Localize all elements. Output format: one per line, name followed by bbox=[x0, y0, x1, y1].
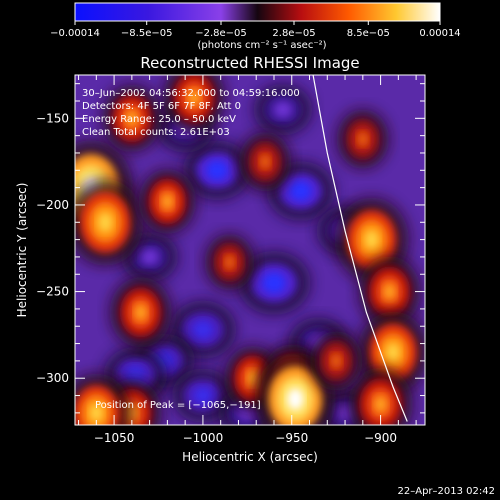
annotation-line: Detectors: 4F 5F 6F 7F 8F, Att 0 bbox=[82, 101, 241, 112]
hot-spot-core bbox=[383, 283, 396, 300]
hot-spot-core bbox=[161, 193, 174, 210]
hot-spot-core bbox=[125, 110, 138, 127]
plot-frame bbox=[74, 74, 426, 426]
y-tick-label: −300 bbox=[36, 371, 69, 385]
x-tick-label: −1050 bbox=[94, 431, 135, 445]
cold-spot-core bbox=[273, 101, 293, 118]
hot-spot-core bbox=[134, 304, 147, 321]
hot-spot-core bbox=[187, 89, 201, 106]
annotation-line: Clean Total counts: 2.61E+03 bbox=[82, 127, 230, 138]
y-axis-label: Heliocentric Y (arcsec) bbox=[15, 183, 29, 318]
x-tick-label: −950 bbox=[275, 431, 308, 445]
colorbar-tick-label: 0.00014 bbox=[419, 28, 460, 39]
y-axis: −150 −200 −250 −300 bbox=[36, 83, 425, 414]
cold-spot-core bbox=[140, 248, 159, 266]
colorbar-tick-label: −0.00014 bbox=[50, 28, 100, 39]
solar-limb-curve bbox=[312, 75, 408, 422]
cold-spot-core bbox=[192, 320, 214, 340]
hot-spot-core bbox=[89, 403, 104, 423]
cold-spot-core bbox=[289, 181, 312, 201]
chart-title: Reconstructed RHESSI Image bbox=[140, 54, 359, 72]
hot-spot-core bbox=[330, 353, 342, 368]
colorbar-unit-label: (photons cm⁻² s⁻¹ asec⁻²) bbox=[197, 40, 326, 51]
annotation-line: 30–Jun–2002 04:56:32.000 to 04:59:16.000 bbox=[82, 88, 300, 99]
colorbar-tick-label: 8.5e−05 bbox=[347, 28, 390, 39]
colorbar-tick-label: −2.8e−05 bbox=[195, 28, 247, 39]
hot-spot-core bbox=[357, 132, 369, 147]
x-tick-label: −900 bbox=[364, 431, 397, 445]
peak-position-label: Position of Peak = [−1065,−191] bbox=[95, 400, 261, 411]
cold-spot-core bbox=[262, 272, 286, 294]
x-axis: −1050 −1000 −950 −900 bbox=[78, 75, 417, 445]
colorbar-tick-label: 2.8e−05 bbox=[272, 28, 315, 39]
hot-spot-core bbox=[97, 212, 113, 233]
y-tick-label: −200 bbox=[36, 198, 69, 212]
colorbar-ticks: −0.00014 −8.5e−05 −2.8e−05 2.8e−05 8.5e−05 0.… bbox=[50, 21, 461, 39]
y-tick-label: −250 bbox=[36, 285, 69, 299]
cold-spot-core bbox=[206, 160, 228, 180]
colorbar-tick-label: −8.5e−05 bbox=[121, 28, 173, 39]
hot-spot-core bbox=[374, 395, 388, 413]
y-tick-label: −150 bbox=[36, 111, 69, 125]
colorbar bbox=[74, 2, 441, 22]
hot-spot-core bbox=[246, 370, 259, 386]
footer-timestamp: 22–Apr–2013 02:42 bbox=[398, 486, 495, 497]
x-axis-label: Heliocentric X (arcsec) bbox=[182, 450, 318, 464]
x-tick-label: −1000 bbox=[183, 431, 224, 445]
hot-spot-core bbox=[385, 342, 401, 362]
annotation-line: Energy Range: 25.0 – 50.0 keV bbox=[82, 114, 236, 125]
cold-spot-core bbox=[193, 386, 213, 405]
hot-spot-core bbox=[364, 229, 380, 250]
hot-spot-core bbox=[224, 255, 235, 269]
heatmap-layer bbox=[75, 75, 425, 425]
hot-spot-core bbox=[259, 154, 271, 169]
annotations: 30–Jun–2002 04:56:32.000 to 04:59:16.000… bbox=[82, 88, 300, 138]
hot-spot-core bbox=[287, 388, 304, 410]
